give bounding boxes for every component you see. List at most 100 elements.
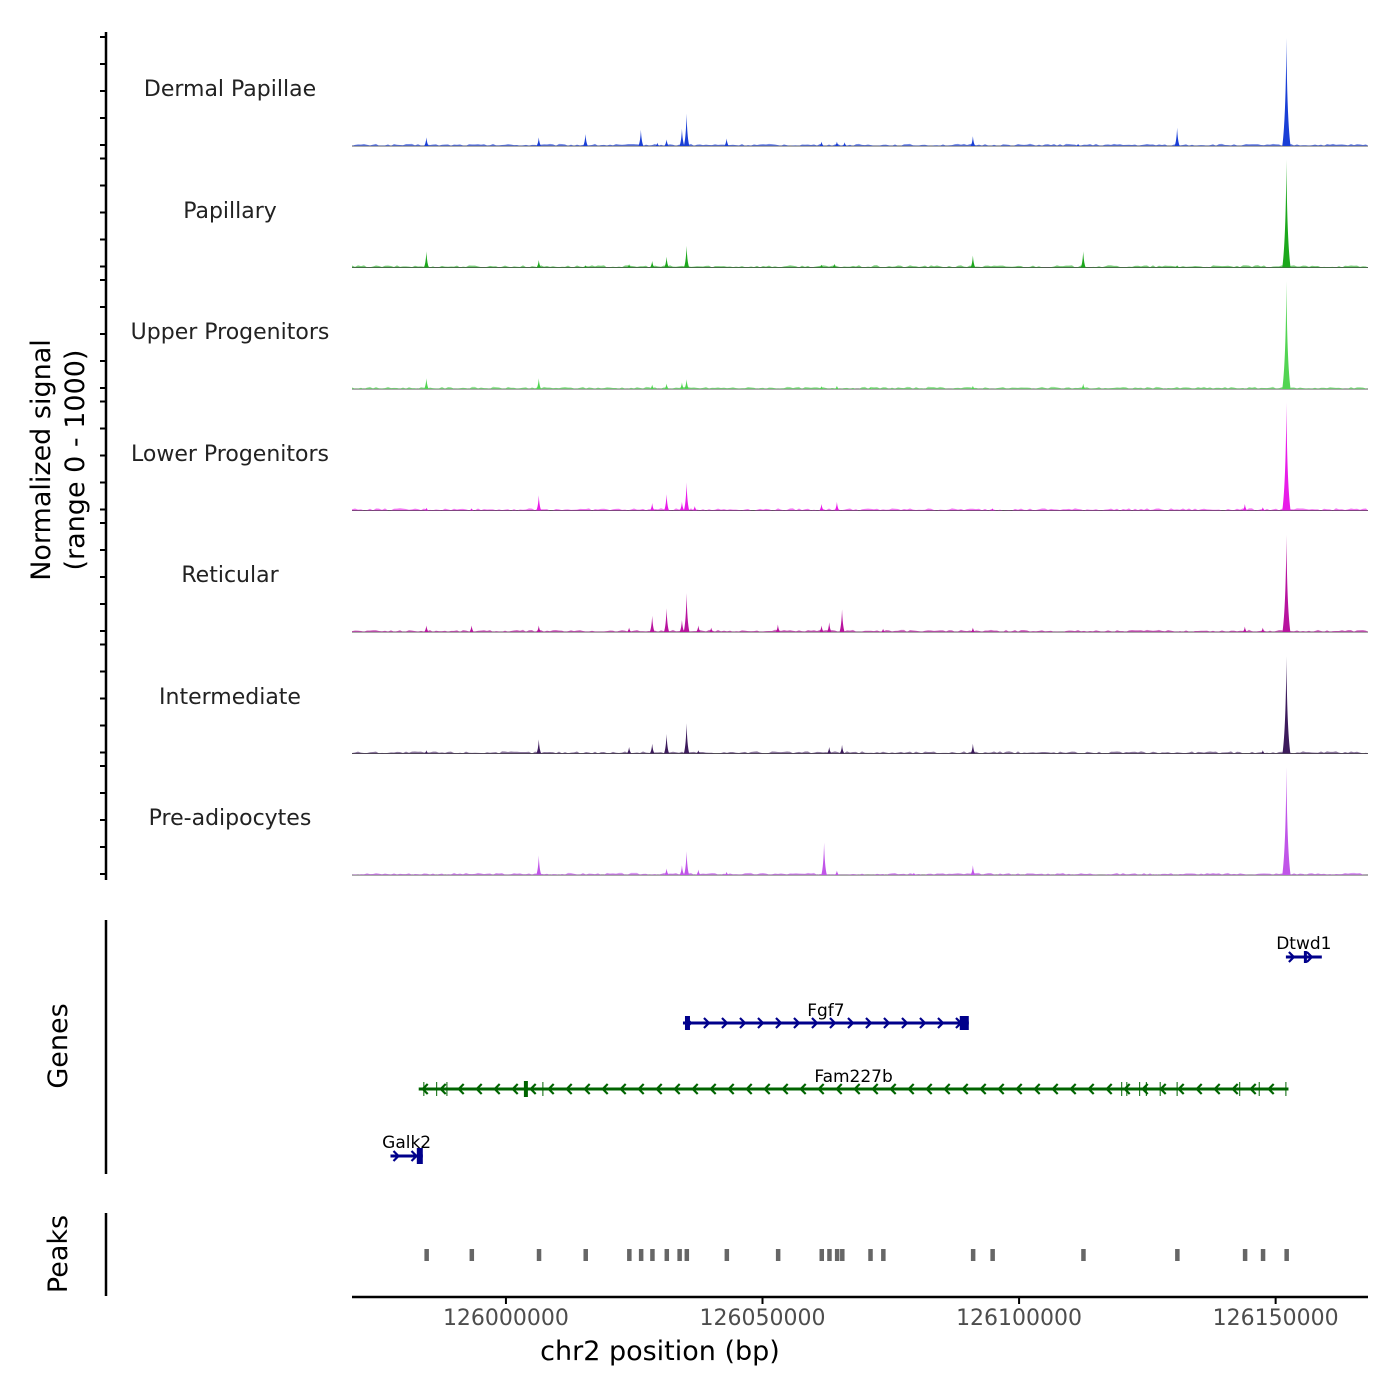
strand-arrow [775, 1017, 783, 1029]
signal-peak [536, 259, 542, 268]
strand-arrow [817, 1083, 825, 1095]
signal-peak [626, 747, 632, 754]
signal-peak [834, 870, 840, 875]
strand-arrow [410, 1150, 419, 1162]
peak-region [834, 1249, 840, 1261]
signal-peak [1282, 402, 1291, 511]
strand-arrow [979, 1083, 987, 1095]
signal-peak [536, 137, 542, 146]
strand-arrow [919, 1017, 927, 1029]
peak-region [1260, 1249, 1266, 1261]
signal-peak [424, 378, 429, 389]
signal-peak [819, 264, 824, 268]
signal-peak [1080, 251, 1086, 268]
signal-peak [1282, 534, 1291, 632]
signal-peak [1080, 383, 1086, 389]
signal-peak [664, 256, 669, 268]
signal-peak [683, 851, 690, 875]
peaks-panel-label: Peaks [43, 1214, 74, 1294]
signal-peak [664, 139, 669, 146]
signal-peak [536, 495, 542, 511]
peak-region [677, 1249, 682, 1261]
signal-peak [626, 627, 632, 632]
signal-peak [469, 625, 474, 632]
peak-region [469, 1249, 475, 1261]
signal-peak [1174, 265, 1180, 268]
signal-peak [663, 734, 670, 754]
x-tick-label: 126000000 [442, 1306, 569, 1331]
gene-fam227b [418, 1081, 1289, 1097]
signal-peak [839, 609, 845, 632]
peak-region [424, 1249, 429, 1261]
x-axis-title: chr2 position (bp) [540, 1336, 780, 1367]
signal-peak [842, 142, 847, 146]
signal-peak [679, 501, 685, 511]
signal-peak [819, 141, 824, 146]
peak-region [627, 1249, 632, 1261]
signal-peak [911, 872, 917, 875]
strand-arrow [961, 1083, 969, 1095]
signal-peak [583, 265, 588, 268]
exon [416, 1148, 423, 1164]
signal-peak [834, 501, 840, 511]
strand-arrow [781, 1083, 789, 1095]
signal-peak [679, 382, 685, 389]
signal-peak [1260, 627, 1266, 632]
strand-arrow [1288, 951, 1296, 963]
strand-arrow [1177, 1083, 1185, 1095]
track-noise [352, 629, 1368, 632]
signal-peak [826, 747, 832, 754]
exon [523, 1081, 528, 1097]
strand-arrow [757, 1017, 765, 1029]
strand-arrow [1051, 1083, 1059, 1095]
strand-arrow [853, 1083, 861, 1095]
peak-region [1081, 1249, 1086, 1261]
strand-arrow [1105, 1083, 1113, 1095]
signal-peak [649, 743, 655, 754]
signal-peak [832, 263, 837, 268]
peak-region [970, 1249, 976, 1261]
x-tick-label: 126100000 [956, 1306, 1083, 1331]
strand-arrow [1015, 1083, 1023, 1095]
signal-peak [649, 384, 655, 389]
y-axis-title: Normalized signal (range 0 - 1000) [25, 339, 93, 581]
signal-peak [683, 245, 690, 268]
exon [959, 1016, 969, 1030]
signal-peak [649, 502, 655, 511]
signal-peak [826, 622, 832, 632]
signal-peak [683, 593, 690, 632]
signal-peak [834, 141, 840, 146]
strand-arrow [901, 1017, 909, 1029]
signal-peak [663, 608, 670, 632]
gene-track [104, 920, 1322, 1174]
strand-arrow [721, 1017, 729, 1029]
signal-peak [819, 625, 824, 632]
signal-peak [970, 627, 976, 632]
track-noise [352, 265, 1368, 268]
signal-peak [692, 506, 698, 511]
strand-arrow [493, 1083, 501, 1095]
track-noise [352, 143, 1368, 146]
signal-peak [1174, 127, 1180, 146]
strand-arrow [511, 1083, 519, 1095]
strand-arrow [799, 1083, 807, 1095]
signal-peak [679, 128, 685, 146]
signal-peak [664, 494, 670, 511]
signal-peak [1282, 159, 1291, 268]
strand-arrow [811, 1017, 819, 1029]
strand-arrow [1069, 1083, 1077, 1095]
track-noise [352, 508, 1368, 511]
y-axis-title-line1: Normalized signal [26, 339, 57, 581]
exon [684, 1016, 690, 1030]
signal-peak [536, 378, 542, 389]
peak-region [990, 1249, 995, 1261]
signal-peak [1282, 38, 1291, 146]
track-noise [352, 386, 1368, 389]
strand-arrow [1195, 1083, 1203, 1095]
strand-arrow [925, 1083, 933, 1095]
peak-region [819, 1249, 825, 1261]
peak-region [868, 1249, 873, 1261]
signal-peak [583, 134, 588, 146]
signal-peak [683, 113, 690, 146]
x-axis [352, 1295, 1368, 1304]
